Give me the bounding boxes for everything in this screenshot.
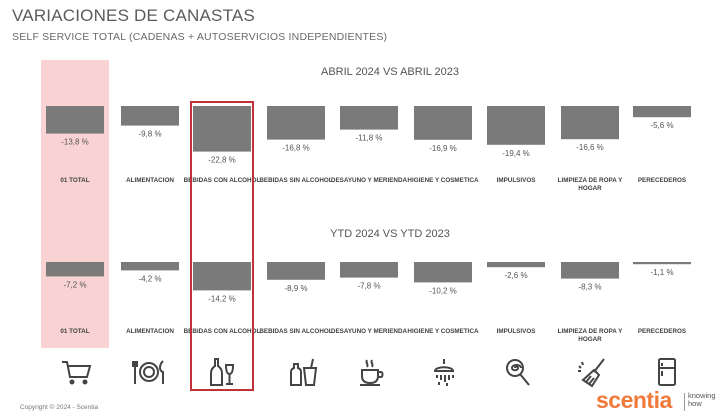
value-label-0-1: -9,8 %	[138, 130, 161, 139]
category-label-0-1: ALIMENTACION	[126, 177, 174, 184]
value-label-1-4: -7,8 %	[357, 282, 380, 291]
category-label-0-4: DESAYUNO Y MERIENDA	[330, 177, 408, 184]
value-label-1-3: -8,9 %	[284, 284, 307, 293]
copyright: Copyright © 2024 - Scentia	[20, 404, 99, 411]
bar-1-2	[193, 262, 251, 291]
chart-title-abril: ABRIL 2024 VS ABRIL 2023	[321, 66, 459, 78]
bar-1-5	[414, 262, 472, 283]
fridge-icon	[658, 358, 676, 386]
category-label-0-5: HIGIENE Y COSMETICA	[407, 177, 479, 184]
logo-divider	[684, 393, 685, 411]
category-label-1-3: BEBIDAS SIN ALCOHOL	[259, 328, 333, 335]
bar-1-6	[487, 262, 545, 268]
soda-cup-icon	[290, 358, 318, 386]
bar-0-3	[267, 106, 325, 140]
lollipop-icon	[506, 359, 530, 386]
category-label-0-8: PERECEDEROS	[637, 177, 687, 184]
bar-0-1	[121, 106, 179, 126]
coffee-cup-icon	[360, 359, 384, 386]
value-label-0-2: -22,8 %	[208, 156, 236, 165]
bar-1-1	[121, 262, 179, 271]
category-label-0-6: IMPULSIVOS	[496, 177, 536, 184]
value-label-0-8: -5,6 %	[650, 121, 673, 130]
value-label-0-5: -16,9 %	[429, 144, 457, 153]
wine-bottle-icon	[210, 358, 235, 386]
value-label-0-0: -13,8 %	[61, 138, 89, 147]
value-label-1-8: -1,1 %	[650, 268, 673, 277]
value-label-1-7: -8,3 %	[578, 283, 601, 292]
category-label-1-6: IMPULSIVOS	[496, 328, 536, 335]
tagline-line-1: knowing	[688, 391, 716, 400]
value-label-1-0: -7,2 %	[63, 280, 86, 289]
bar-0-8	[633, 106, 691, 118]
page-subtitle: SELF SERVICE TOTAL (CADENAS + AUTOSERVIC…	[12, 31, 388, 43]
bar-0-0	[46, 106, 104, 134]
logo-tagline: knowing how	[688, 392, 728, 408]
value-label-1-1: -4,2 %	[138, 274, 161, 283]
bar-0-4	[340, 106, 398, 130]
bar-1-0	[46, 262, 104, 277]
value-label-1-5: -10,2 %	[429, 286, 457, 295]
scentia-logo: scentia	[596, 387, 672, 413]
bar-1-3	[267, 262, 325, 280]
tagline-line-2: how	[688, 399, 702, 408]
category-label-1-1: ALIMENTACION	[126, 328, 174, 335]
value-label-1-6: -2,6 %	[504, 271, 527, 280]
bar-1-8	[633, 262, 691, 265]
category-label-1-7: LIMPIEZA DE ROPA Y HOGAR	[557, 328, 623, 343]
cutlery-icon	[132, 360, 164, 384]
highlight-box-bebidas-con-alcohol	[190, 101, 254, 391]
cart-icon	[62, 361, 92, 385]
bar-1-4	[340, 262, 398, 278]
chart-title-ytd: YTD 2024 VS YTD 2023	[330, 228, 450, 240]
value-label-1-2: -14,2 %	[208, 294, 236, 303]
value-label-0-7: -16,6 %	[576, 143, 604, 152]
bar-0-5	[414, 106, 472, 140]
bar-0-6	[487, 106, 545, 145]
bar-0-7	[561, 106, 619, 140]
category-label-0-0: 01 TOTAL	[60, 177, 90, 184]
value-label-0-3: -16,8 %	[282, 144, 310, 153]
bar-0-2	[193, 106, 251, 152]
page-title: VARIACIONES DE CANASTAS	[12, 6, 255, 25]
category-label-1-5: HIGIENE Y COSMETICA	[407, 328, 479, 335]
bar-1-7	[561, 262, 619, 279]
category-label-1-2: BEBIDAS CON ALCOHOL	[183, 328, 261, 335]
category-label-1-8: PERECEDEROS	[637, 328, 687, 335]
shower-icon	[433, 359, 455, 386]
value-label-0-6: -19,4 %	[502, 149, 530, 158]
category-label-0-7: LIMPIEZA DE ROPA Y HOGAR	[557, 177, 623, 192]
category-label-1-4: DESAYUNO Y MERIENDA	[330, 328, 408, 335]
value-label-0-4: -11,8 %	[356, 134, 383, 143]
category-label-0-2: BEBIDAS CON ALCOHOL	[183, 177, 261, 184]
category-label-1-0: 01 TOTAL	[60, 328, 90, 335]
category-label-0-3: BEBIDAS SIN ALCOHOL	[259, 177, 333, 184]
broom-icon	[578, 358, 605, 388]
